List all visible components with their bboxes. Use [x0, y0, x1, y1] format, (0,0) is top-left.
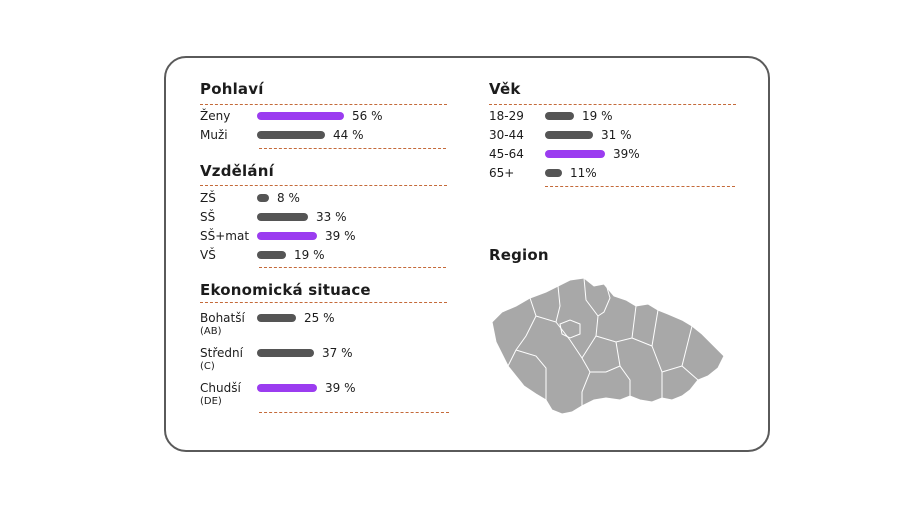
bar	[257, 232, 317, 240]
value-label: 44 %	[333, 128, 364, 142]
czech-regions-map-icon	[491, 277, 725, 415]
value-label: 39 %	[325, 381, 356, 395]
value-label: 56 %	[352, 109, 383, 123]
map-border	[615, 341, 631, 396]
chart-title: Vzdělání	[200, 162, 274, 180]
map-border	[559, 319, 581, 339]
bar	[257, 213, 308, 221]
section-rule	[259, 267, 446, 268]
value-label: 25 %	[304, 311, 335, 325]
value-label: 39%	[613, 147, 640, 161]
category-label: Střední	[200, 346, 243, 360]
value-label: 33 %	[316, 210, 347, 224]
map-border	[515, 349, 547, 400]
section-rule	[200, 302, 447, 303]
bar	[257, 384, 317, 392]
category-label: Chudší	[200, 381, 241, 395]
bar	[257, 314, 296, 322]
section-rule	[200, 104, 447, 105]
region-title: Region	[489, 246, 549, 264]
bar	[545, 150, 605, 158]
category-label: Muži	[200, 128, 228, 142]
chart-title: Ekonomická situace	[200, 281, 371, 299]
bar	[257, 112, 344, 120]
category-sublabel: (DE)	[200, 396, 222, 407]
category-label: 30-44	[489, 128, 524, 142]
bar	[545, 112, 574, 120]
chart-title: Věk	[489, 80, 521, 98]
category-label: ZŠ	[200, 191, 216, 205]
value-label: 19 %	[294, 248, 325, 262]
category-label: 45-64	[489, 147, 524, 161]
value-label: 31 %	[601, 128, 632, 142]
category-label: 65+	[489, 166, 515, 180]
bar	[257, 131, 325, 139]
chart-title: Pohlaví	[200, 80, 264, 98]
category-sublabel: (C)	[200, 361, 215, 372]
map-border	[507, 297, 537, 367]
bar	[257, 251, 286, 259]
category-label: SŠ	[200, 210, 216, 224]
category-label: SŠ+mat	[200, 229, 250, 243]
category-label: VŠ	[200, 248, 216, 262]
map-border	[555, 285, 561, 323]
bar	[257, 194, 269, 202]
value-label: 39 %	[325, 229, 356, 243]
section-rule	[200, 185, 447, 186]
section-rule	[259, 148, 446, 149]
bar	[545, 169, 562, 177]
category-label: Ženy	[200, 109, 231, 123]
bar	[545, 131, 593, 139]
map-border	[595, 305, 637, 343]
value-label: 37 %	[322, 346, 353, 360]
bar	[257, 349, 314, 357]
category-sublabel: (AB)	[200, 326, 222, 337]
section-rule	[545, 186, 735, 187]
map-border	[681, 365, 699, 381]
value-label: 19 %	[582, 109, 613, 123]
map-border	[590, 365, 621, 373]
value-label: 11%	[570, 166, 597, 180]
section-rule	[489, 104, 736, 105]
category-label: Bohatší	[200, 311, 245, 325]
section-rule	[259, 412, 449, 413]
map-country-shape	[491, 277, 725, 415]
map-border	[597, 283, 611, 317]
category-label: 18-29	[489, 109, 524, 123]
value-label: 8 %	[277, 191, 300, 205]
